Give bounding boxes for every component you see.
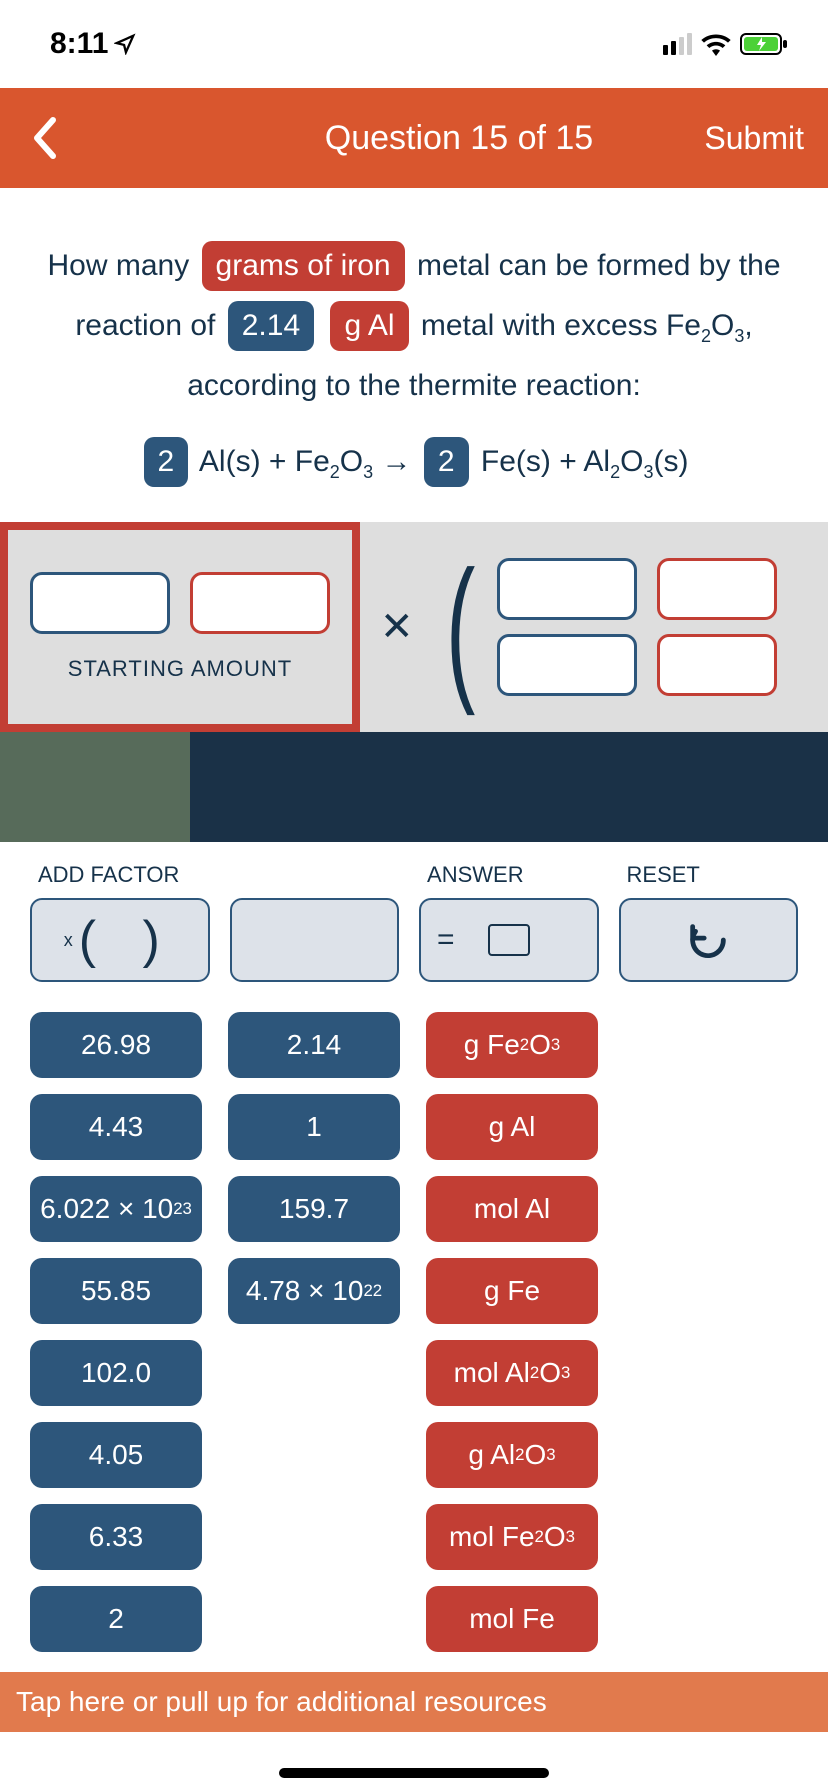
q-text: metal can be formed by the <box>417 249 781 282</box>
tile-unit[interactable]: mol Fe2O3 <box>426 1504 598 1570</box>
resources-footer[interactable]: Tap here or pull up for additional resou… <box>0 1672 828 1732</box>
q-text: reaction of <box>75 309 215 342</box>
starting-amount-box[interactable]: STARTING AMOUNT <box>0 522 360 732</box>
eq-text: Fe(s) + Al2O3(s) <box>481 445 689 478</box>
tile-unit[interactable]: g Fe <box>426 1258 598 1324</box>
open-paren-icon: ( <box>446 535 475 719</box>
tile-value[interactable]: 26.98 <box>30 1012 202 1078</box>
tile-value[interactable]: 6.33 <box>30 1504 202 1570</box>
numerator-unit-slot[interactable] <box>657 558 777 620</box>
tile-value[interactable]: 2.14 <box>228 1012 400 1078</box>
eq-text: Al(s) + Fe2O3 → <box>199 445 412 478</box>
back-button[interactable] <box>0 88 90 188</box>
add-factor-label: ADD FACTOR <box>30 862 210 892</box>
tile-value[interactable]: 1 <box>228 1094 400 1160</box>
location-icon <box>114 33 136 55</box>
submit-button[interactable]: Submit <box>704 120 804 157</box>
chip-amount[interactable]: 2.14 <box>228 301 314 351</box>
start-unit-slot[interactable] <box>190 572 330 634</box>
blank-button[interactable] <box>230 898 400 982</box>
q-text: metal with excess Fe2O3, <box>421 309 753 342</box>
q-text: How many <box>47 249 189 282</box>
tile-value[interactable]: 159.7 <box>228 1176 400 1242</box>
tile-col-1: 26.98 4.43 6.022 × 1023 55.85 102.0 4.05… <box>30 1012 202 1652</box>
status-time: 8:11 <box>50 27 108 61</box>
chip-coef-2[interactable]: 2 <box>424 437 469 487</box>
conversion-factor <box>497 558 777 696</box>
chevron-left-icon <box>31 116 59 160</box>
tile-value[interactable]: 6.022 × 1023 <box>30 1176 202 1242</box>
tile-unit[interactable]: mol Fe <box>426 1586 598 1652</box>
reset-button[interactable] <box>619 898 799 982</box>
answer-label: ANSWER <box>419 862 599 892</box>
tile-unit[interactable]: mol Al2O3 <box>426 1340 598 1406</box>
add-factor-button[interactable]: x( ) <box>30 898 210 982</box>
battery-icon <box>740 32 788 56</box>
cellular-icon <box>663 33 692 55</box>
tile-value[interactable]: 55.85 <box>30 1258 202 1324</box>
tile-grid: 26.98 4.43 6.022 × 1023 55.85 102.0 4.05… <box>0 992 828 1672</box>
tile-unit[interactable]: g Fe2O3 <box>426 1012 598 1078</box>
starting-amount-label: STARTING AMOUNT <box>68 656 292 682</box>
tile-unit[interactable]: g Al2O3 <box>426 1422 598 1488</box>
tile-unit[interactable]: mol Al <box>426 1176 598 1242</box>
reset-label: RESET <box>619 862 799 892</box>
multiply-icon: ✕ <box>360 604 434 650</box>
tile-value[interactable]: 102.0 <box>30 1340 202 1406</box>
start-value-slot[interactable] <box>30 572 170 634</box>
answer-button[interactable]: = <box>419 898 599 982</box>
undo-icon <box>685 917 731 963</box>
denominator-unit-slot[interactable] <box>657 634 777 696</box>
divider-strip <box>0 732 828 842</box>
tile-value[interactable]: 4.05 <box>30 1422 202 1488</box>
tile-col-2: 2.14 1 159.7 4.78 × 1022 <box>228 1012 400 1652</box>
tile-value[interactable]: 4.78 × 1022 <box>228 1258 400 1324</box>
status-bar: 8:11 <box>0 0 828 88</box>
chip-grams-of-iron[interactable]: grams of iron <box>202 241 405 291</box>
numerator-value-slot[interactable] <box>497 558 637 620</box>
tile-unit[interactable]: g Al <box>426 1094 598 1160</box>
q-text: according to the thermite reaction: <box>40 356 788 416</box>
header: Question 15 of 15 Submit <box>0 88 828 188</box>
spacer <box>230 862 400 892</box>
tile-col-3: g Fe2O3 g Al mol Al g Fe mol Al2O3 g Al2… <box>426 1012 598 1652</box>
chip-g-al[interactable]: g Al <box>330 301 408 351</box>
denominator-value-slot[interactable] <box>497 634 637 696</box>
chip-coef-1[interactable]: 2 <box>144 437 189 487</box>
home-indicator <box>279 1768 549 1778</box>
controls-row: ADD FACTOR x( ) ANSWER = RESET <box>0 842 828 992</box>
tile-value[interactable]: 4.43 <box>30 1094 202 1160</box>
work-area: STARTING AMOUNT ✕ ( <box>0 522 828 732</box>
answer-slot-icon <box>488 924 530 956</box>
wifi-icon <box>700 32 732 56</box>
question-text: How many grams of iron metal can be form… <box>0 188 828 522</box>
tile-value[interactable]: 2 <box>30 1586 202 1652</box>
